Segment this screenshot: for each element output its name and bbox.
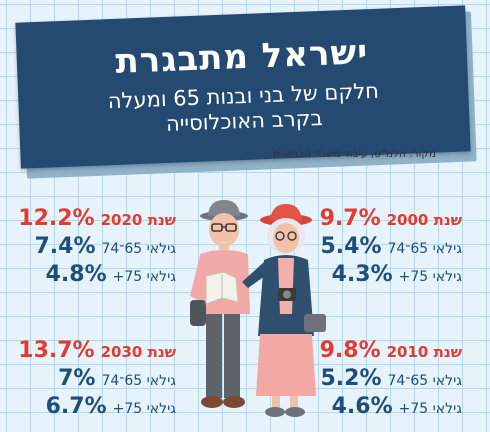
total-percent: 9.8% bbox=[319, 338, 381, 363]
age-65-74-label: גילאי 65־74 bbox=[387, 373, 462, 389]
page-subtitle: חלקם של בני ובנות 65 ומעלה בקרב האוכלוסי… bbox=[18, 75, 470, 142]
age-75-plus-label: גילאי 75+ bbox=[112, 269, 176, 285]
age-75-plus-percent: 4.6% bbox=[331, 394, 393, 419]
year-label: שנת 2030 bbox=[100, 343, 176, 361]
age-75-plus-label: גילאי 75+ bbox=[398, 401, 462, 417]
stat-block-2030: שנת 2030 13.7% גילאי 65־74 7% גילאי 75+ 6.7… bbox=[18, 338, 176, 422]
title-banner: ישראל מתבגרת חלקם של בני ובנות 65 ומעלה … bbox=[15, 5, 471, 169]
stat-block-2000: שנת 2000 9.7% גילאי 65־74 5.4% גילאי 75+ 4.… bbox=[320, 206, 462, 290]
age-65-74-label: גילאי 65־74 bbox=[101, 241, 176, 257]
age-75-plus-percent: 4.3% bbox=[331, 262, 393, 287]
total-percent: 9.7% bbox=[319, 206, 381, 231]
stat-block-2010: שנת 2010 9.8% גילאי 65־74 5.2% גילאי 75+ 4.… bbox=[320, 338, 462, 422]
age-65-74-label: גילאי 65־74 bbox=[101, 373, 176, 389]
age-75-plus-label: גילאי 75+ bbox=[112, 401, 176, 417]
page-title: ישראל מתבגרת bbox=[114, 32, 369, 82]
age-65-74-percent: 5.2% bbox=[320, 366, 382, 391]
map-icon bbox=[205, 271, 239, 305]
age-75-plus-percent: 6.7% bbox=[45, 394, 107, 419]
elderly-woman-illustration bbox=[242, 204, 326, 417]
camera-icon bbox=[278, 288, 296, 301]
age-65-74-percent: 5.4% bbox=[320, 234, 382, 259]
stat-block-2020: שנת 2020 12.2% גילאי 65־74 7.4% גילאי 75+ 4… bbox=[18, 206, 176, 290]
year-label: שנת 2010 bbox=[386, 343, 462, 361]
year-label: שנת 2000 bbox=[386, 211, 462, 229]
age-65-74-percent: 7% bbox=[58, 366, 96, 391]
age-75-plus-percent: 4.8% bbox=[45, 262, 107, 287]
elderly-man-illustration bbox=[190, 200, 250, 408]
source-note: מקור: הלמ"ס, עיבוד משרד הבריאות bbox=[273, 148, 436, 160]
year-label: שנת 2020 bbox=[100, 211, 176, 229]
age-65-74-label: גילאי 65־74 bbox=[387, 241, 462, 257]
elderly-couple-illustration bbox=[190, 200, 326, 417]
total-percent: 12.2% bbox=[18, 206, 95, 231]
age-65-74-percent: 7.4% bbox=[34, 234, 96, 259]
age-75-plus-label: גילאי 75+ bbox=[398, 269, 462, 285]
total-percent: 13.7% bbox=[18, 338, 95, 363]
